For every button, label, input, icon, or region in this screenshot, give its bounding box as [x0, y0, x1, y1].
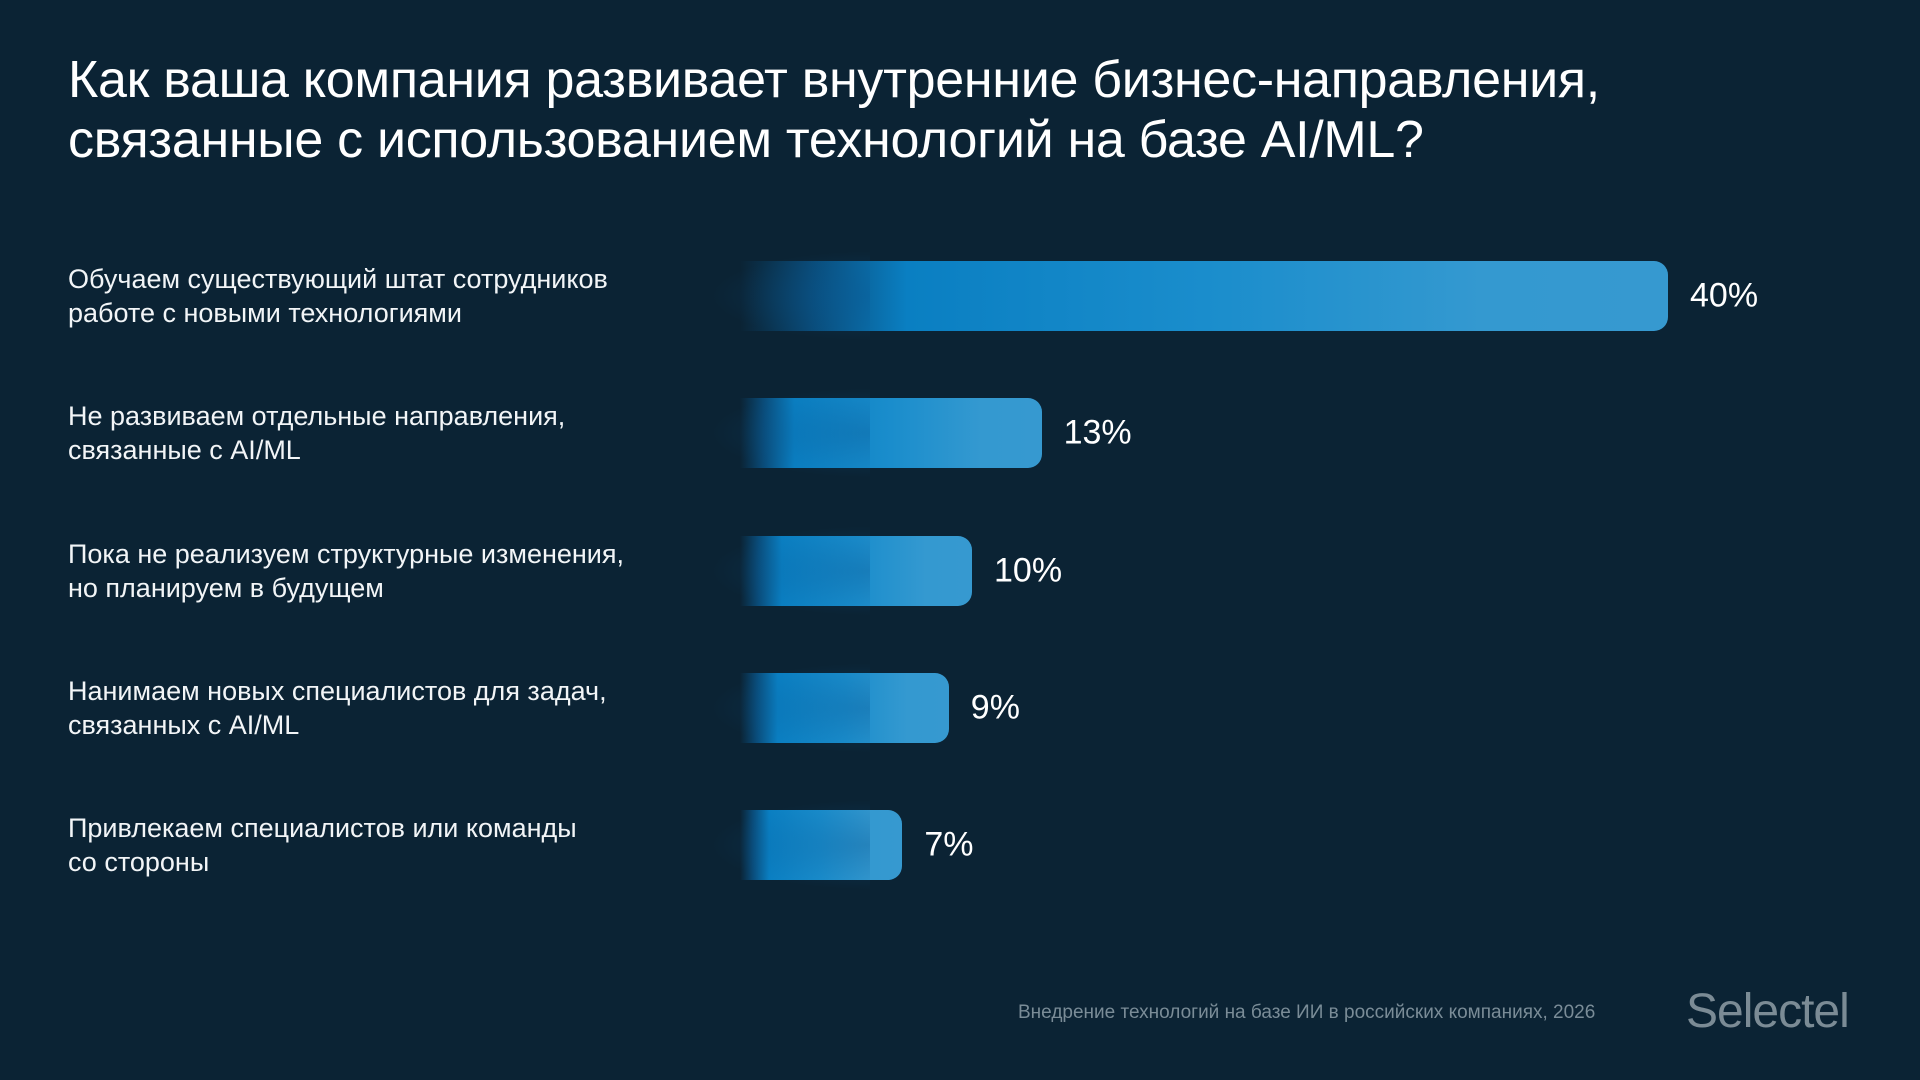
value-label: 7%: [924, 825, 974, 864]
selectel-logo: Selectel: [1686, 985, 1850, 1038]
value-label: 10%: [994, 551, 1063, 590]
category-label-line: Не развиваем отдельные направления,: [68, 401, 566, 431]
category-label-line: связанных с AI/ML: [68, 710, 300, 740]
category-label-line: но планируем в будущем: [68, 573, 384, 603]
category-label-line: Привлекаем специалистов или команды: [68, 813, 577, 843]
bar: [710, 388, 1042, 478]
bar: [710, 663, 949, 753]
value-label: 40%: [1690, 276, 1759, 315]
category-label-line: работе с новыми технологиями: [68, 298, 462, 328]
category-label: Нанимаем новых специалистов для задач, св…: [68, 674, 708, 742]
bar: [709, 800, 903, 890]
chart-title: Как ваша компания развивает внутренние б…: [68, 51, 1600, 169]
category-label-line: Нанимаем новых специалистов для задач,: [68, 676, 607, 706]
category-label-line: связанные с AI/ML: [68, 435, 301, 465]
bar-row: Пока не реализуем структурные изменения,…: [0, 521, 1920, 621]
bar-row: Нанимаем новых специалистов для задач, св…: [0, 658, 1920, 758]
value-label: 13%: [1063, 413, 1132, 452]
category-label-line: со стороны: [68, 847, 210, 877]
bar-row: Обучаем существующий штат сотрудников раб…: [0, 246, 1920, 346]
value-label: 9%: [970, 688, 1020, 727]
category-label-line: Пока не реализуем структурные изменения,: [68, 539, 625, 569]
bar-row: Привлекаем специалистов или команды со ст…: [0, 795, 1920, 895]
category-label: Пока не реализуем структурные изменения,…: [68, 537, 708, 605]
source-caption: Внедрение технологий на базе ИИ в россий…: [1018, 1002, 1596, 1023]
bar: [710, 526, 972, 616]
category-label: Привлекаем специалистов или команды со ст…: [68, 811, 708, 879]
category-label-line: Обучаем существующий штат сотрудников: [68, 264, 608, 294]
bar-row: Не развиваем отдельные направления, связа…: [0, 383, 1920, 483]
category-label: Обучаем существующий штат сотрудников раб…: [68, 262, 708, 330]
bar: [710, 251, 1668, 341]
category-label: Не развиваем отдельные направления, связа…: [68, 399, 708, 467]
